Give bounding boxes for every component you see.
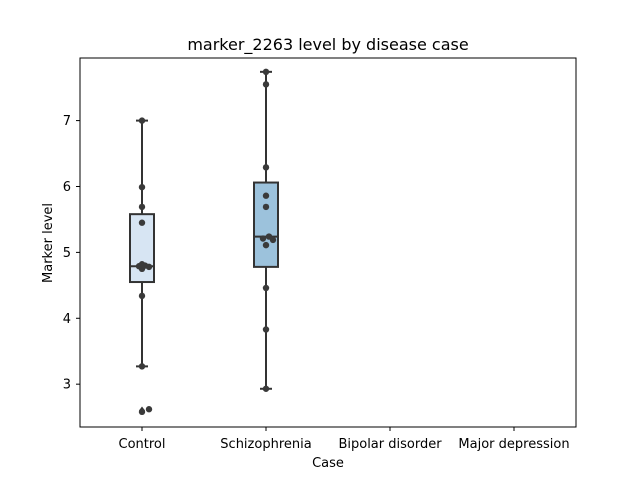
- data-point: [138, 408, 146, 416]
- data-point: [262, 81, 270, 88]
- x-axis: Control Schizophrenia Bipolar disorder Majo…: [119, 427, 570, 452]
- x-tick-label: Control: [119, 437, 166, 452]
- y-axis: 3 4 5 6 7: [63, 114, 80, 393]
- x-tick-label: Bipolar disorder: [338, 437, 442, 452]
- plot-area: [129, 68, 279, 416]
- y-tick-label: 6: [63, 180, 71, 195]
- data-point: [145, 406, 153, 413]
- y-tick-label: 5: [63, 246, 71, 261]
- data-point: [262, 241, 270, 249]
- data-point: [262, 203, 270, 211]
- x-axis-label: Case: [312, 456, 344, 471]
- x-tick-label: Schizophrenia: [220, 437, 311, 452]
- data-point: [138, 261, 146, 268]
- data-point: [262, 326, 270, 333]
- data-point: [262, 385, 270, 392]
- x-tick-label: Major depression: [458, 437, 569, 452]
- data-point: [262, 68, 270, 76]
- data-point: [138, 183, 146, 191]
- y-tick-label: 4: [63, 312, 71, 327]
- box-group-schizophrenia: [253, 68, 279, 392]
- y-tick-label: 3: [63, 378, 71, 393]
- data-point: [259, 235, 267, 242]
- data-point: [138, 292, 146, 300]
- plot-frame: [79, 57, 577, 428]
- data-point: [262, 192, 270, 199]
- box-group-control: [129, 117, 155, 416]
- y-tick-label: 7: [63, 114, 71, 129]
- y-axis-label: Marker level: [41, 203, 56, 283]
- data-point: [262, 284, 270, 292]
- data-point: [138, 219, 146, 226]
- chart-title: marker_2263 level by disease case: [187, 35, 468, 55]
- data-point: [138, 117, 146, 124]
- data-point: [265, 233, 273, 240]
- data-point: [138, 203, 146, 211]
- data-point: [262, 164, 270, 171]
- data-point: [138, 363, 146, 370]
